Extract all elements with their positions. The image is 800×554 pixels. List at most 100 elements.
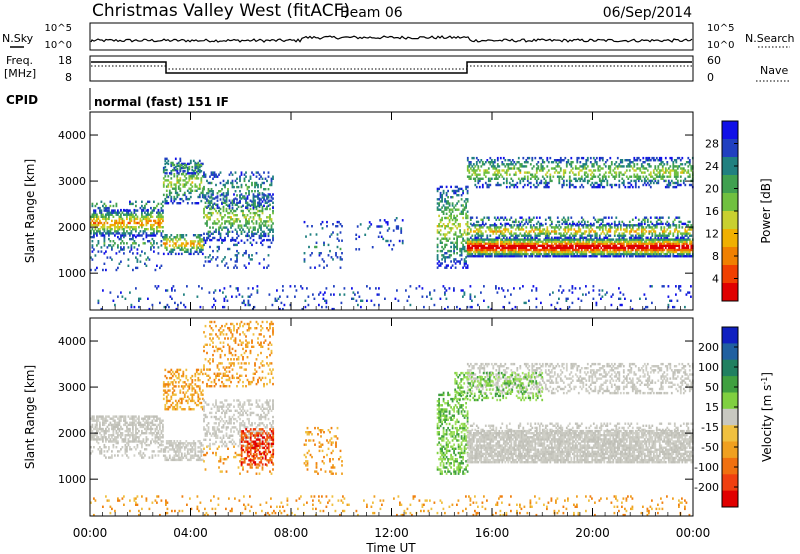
power-cell: [133, 221, 136, 225]
power-cell: [441, 225, 443, 228]
power-cell: [541, 242, 544, 245]
power-cell: [534, 240, 537, 243]
power-cell: [540, 167, 543, 170]
power-cell: [492, 242, 495, 245]
power-cell: [547, 252, 550, 256]
power-cell: [227, 192, 229, 195]
power-cell: [615, 250, 618, 254]
power-cell: [96, 266, 98, 270]
power-cell: [492, 224, 495, 227]
power-cell: [672, 248, 675, 252]
power-cell: [185, 181, 188, 184]
power-cell: [231, 179, 234, 183]
power-cell: [601, 177, 604, 180]
power-cell: [496, 165, 499, 168]
power-cell: [642, 255, 645, 258]
power-cell: [501, 244, 504, 247]
power-cell: [141, 223, 143, 227]
power-cell: [360, 299, 362, 302]
power-cell: [100, 215, 103, 218]
power-cell: [559, 234, 562, 237]
power-cell: [214, 289, 217, 292]
power-cell: [448, 214, 451, 218]
power-cell: [559, 226, 562, 229]
power-cell: [555, 255, 558, 258]
power-cell: [678, 165, 681, 168]
power-cell: [586, 238, 589, 241]
power-cell: [655, 252, 658, 256]
power-cell: [621, 220, 624, 224]
power-cell: [501, 238, 504, 241]
power-cell: [646, 218, 649, 221]
power-cell: [478, 177, 481, 180]
power-cell: [454, 266, 457, 269]
power-cell: [135, 235, 137, 239]
power-cell: [613, 255, 616, 258]
power-cell: [634, 159, 637, 162]
power-cell: [477, 234, 480, 237]
power-cell: [441, 241, 443, 244]
power-cell: [475, 255, 478, 258]
power-cell: [239, 200, 241, 203]
power-cell: [105, 213, 107, 216]
power-cell: [136, 258, 139, 261]
power-cell: [517, 161, 520, 164]
power-cell: [209, 196, 211, 199]
power-cell: [679, 240, 682, 243]
power-cell: [164, 175, 167, 178]
power-cell: [601, 252, 604, 256]
power-cell: [490, 242, 493, 245]
power-cell: [598, 244, 601, 247]
power-cell: [483, 246, 486, 250]
power-cell: [257, 201, 259, 204]
power-cell: [630, 230, 633, 233]
power-cell: [654, 216, 657, 219]
power-cell: [462, 295, 464, 298]
power-cell: [570, 236, 573, 239]
power-cell: [640, 242, 643, 245]
power-cell: [222, 179, 225, 183]
power-cell: [510, 183, 513, 187]
power-cell: [592, 216, 595, 219]
power-cell: [151, 237, 154, 241]
power-cell: [616, 165, 619, 168]
power-cell: [94, 223, 97, 227]
power-cell: [112, 232, 115, 235]
power-cell: [480, 218, 483, 221]
power-cell: [570, 165, 573, 168]
power-cell: [541, 175, 544, 178]
power-cell: [498, 171, 501, 174]
power-cell: [510, 248, 513, 252]
power-cell: [549, 244, 552, 247]
power-cell: [468, 242, 471, 245]
power-cell: [93, 217, 95, 221]
power-cell: [468, 165, 471, 168]
power-cell: [636, 175, 639, 178]
power-cell: [223, 287, 226, 290]
power-cell: [594, 248, 597, 252]
power-cell: [690, 169, 693, 172]
power-cell: [666, 236, 669, 239]
power-cell: [203, 194, 205, 197]
power-cell: [636, 173, 639, 176]
power-cell: [465, 223, 467, 226]
power-cell: [450, 185, 452, 189]
power-cell: [266, 220, 268, 223]
power-cell: [489, 161, 492, 164]
power-cell: [459, 249, 461, 253]
power-cell: [672, 242, 675, 245]
power-cell: [108, 206, 110, 210]
power-cell: [501, 240, 504, 243]
power-cell: [135, 256, 137, 259]
power-cell: [594, 230, 597, 233]
power-cell: [139, 223, 142, 227]
power-cell: [577, 226, 580, 229]
power-cell: [592, 175, 595, 178]
power-cell: [176, 170, 179, 173]
power-cell: [657, 181, 660, 185]
power-cell: [215, 228, 217, 231]
power-cell: [454, 262, 457, 265]
power-cell: [624, 224, 627, 227]
power-cell: [135, 242, 137, 245]
power-cell: [529, 226, 532, 229]
